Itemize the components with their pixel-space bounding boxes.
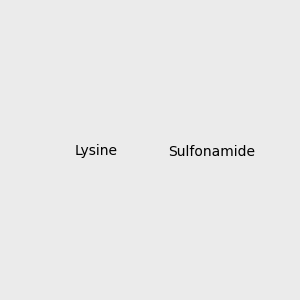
Text: Sulfonamide: Sulfonamide [168, 145, 255, 158]
Text: Lysine: Lysine [74, 145, 117, 158]
